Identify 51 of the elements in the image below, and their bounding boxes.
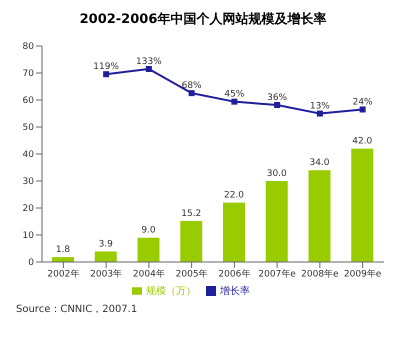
data-label: 30.0 — [266, 169, 288, 179]
bar — [266, 181, 288, 262]
point — [360, 106, 366, 112]
legend-label: 规模（万） — [146, 286, 196, 297]
data-label: 1.8 — [56, 245, 70, 256]
data-label: 34.0 — [309, 158, 330, 168]
bar — [223, 202, 245, 262]
legend-label: 增长率 — [220, 286, 250, 297]
y-tick-label: 30 — [22, 177, 34, 188]
data-label: 42.0 — [352, 136, 373, 147]
x-tick-label: 2009年e — [344, 268, 382, 280]
y-tick-label: 80 — [22, 42, 34, 52]
point — [231, 98, 238, 105]
bar — [94, 251, 117, 262]
bar — [138, 238, 160, 262]
x-tick-label: 2002年 — [47, 268, 80, 280]
bar — [52, 257, 74, 262]
x-tick-label: 2004年 — [132, 268, 165, 280]
point — [316, 110, 323, 117]
data-label: 68% — [182, 81, 202, 92]
data-label: 22.0 — [224, 190, 244, 201]
point — [146, 66, 152, 72]
y-tick-label: 50 — [22, 123, 34, 134]
x-tick-label: 2005年 — [176, 268, 208, 280]
data-label: 3.9 — [98, 239, 114, 250]
data-label: 36% — [267, 93, 288, 104]
y-tick-label: 20 — [22, 204, 34, 214]
data-label: 9.0 — [141, 226, 156, 236]
data-label: 24% — [352, 97, 374, 108]
data-label: 119% — [93, 62, 120, 72]
bar — [351, 148, 374, 262]
chart-title: 2002-2006年中国个人网站规模及增长率 — [78, 10, 328, 29]
data-label: 45% — [224, 90, 245, 100]
y-tick-label: 70 — [22, 69, 34, 80]
data-label: 133% — [136, 57, 162, 68]
point — [103, 71, 110, 78]
x-tick-label: 2007年e — [258, 268, 296, 280]
bar — [180, 220, 202, 262]
data-label: 15.2 — [181, 208, 202, 219]
y-tick-label: 10 — [22, 231, 34, 242]
x-tick-label: 2006年 — [218, 268, 250, 280]
bar — [308, 170, 330, 262]
x-tick-label: 2008年e — [301, 268, 340, 280]
source-note: Source：CNNIC，2007.1 — [15, 303, 138, 316]
y-tick-label: 0 — [28, 258, 34, 268]
y-tick-label: 40 — [22, 150, 34, 160]
point — [274, 102, 280, 108]
data-label: 13% — [310, 102, 330, 112]
y-tick-label: 60 — [22, 96, 34, 106]
point — [188, 90, 195, 96]
x-tick-label: 2003年 — [90, 268, 122, 280]
